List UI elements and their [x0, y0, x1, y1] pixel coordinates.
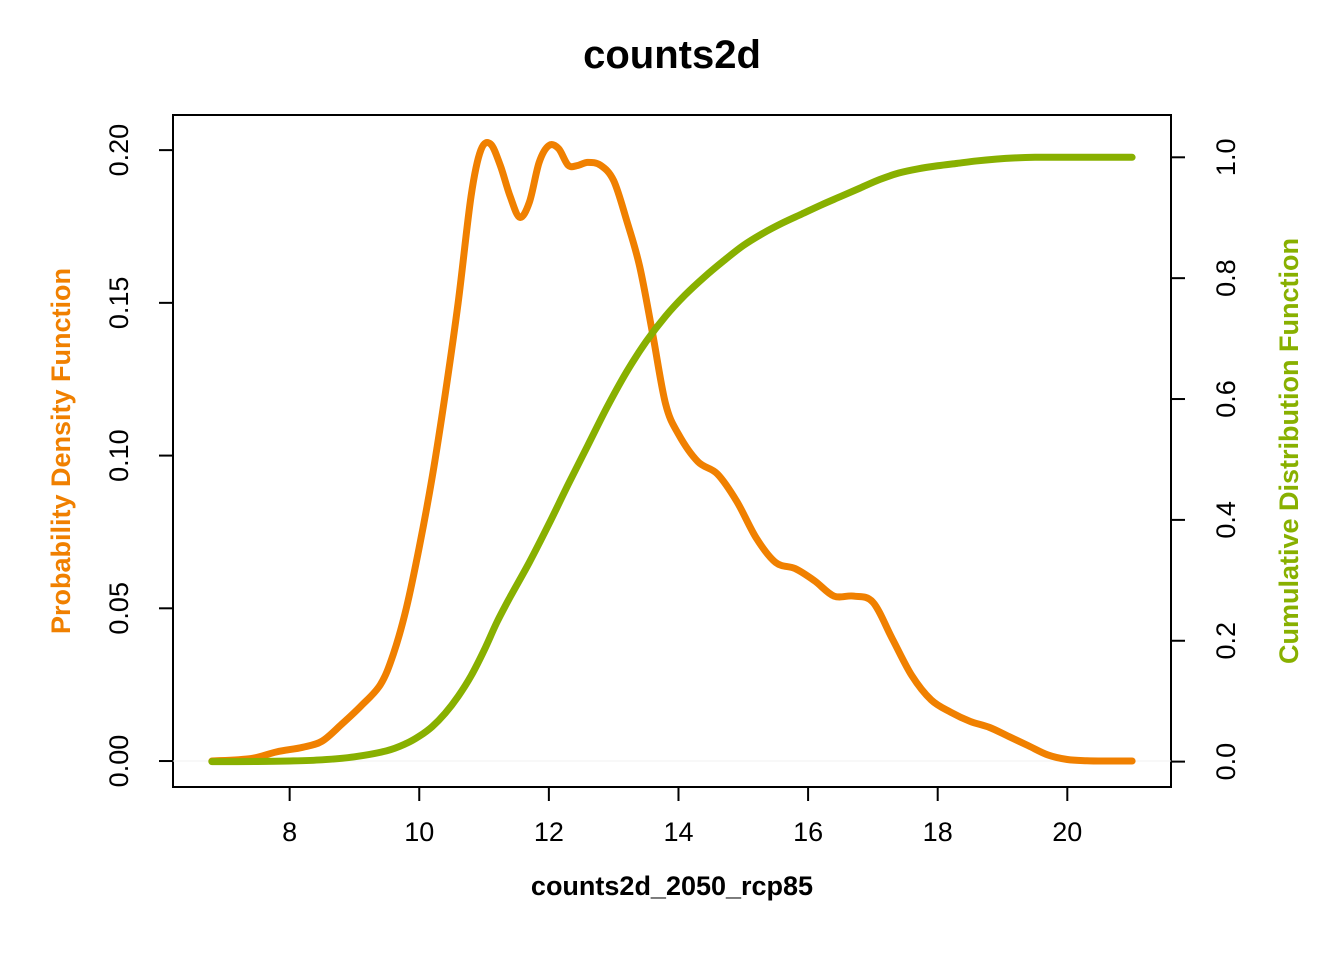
y-left-tick-label: 0.05	[104, 582, 134, 635]
y-right-tick-label: 0.0	[1211, 743, 1241, 781]
x-axis-label: counts2d_2050_rcp85	[531, 871, 813, 901]
y-axis-left-label: Probability Density Function	[46, 268, 76, 634]
plot-frame	[172, 114, 1172, 788]
y-axis-right: 0.0 0.2 0.4 0.6 0.8 1.0	[1170, 139, 1241, 781]
x-tick-label: 12	[534, 817, 564, 847]
pdf-series-line	[208, 139, 1136, 765]
x-axis: 8 10 12 14 16 18 20	[282, 786, 1082, 847]
x-tick-label: 14	[663, 817, 693, 847]
y-right-tick-label: 0.6	[1211, 380, 1241, 418]
x-tick-label: 20	[1052, 817, 1082, 847]
chart-title: counts2d	[583, 33, 761, 77]
y-left-tick-label: 0.10	[104, 429, 134, 482]
y-left-tick-label: 0.15	[104, 277, 134, 330]
x-tick-label: 16	[793, 817, 823, 847]
y-axis-right-label: Cumulative Distribution Function	[1274, 238, 1304, 664]
y-right-tick-label: 0.8	[1211, 259, 1241, 297]
y-axis-left: 0.00 0.05 0.10 0.15 0.20	[104, 124, 174, 788]
y-left-tick-label: 0.00	[104, 735, 134, 788]
y-right-tick-label: 1.0	[1211, 139, 1241, 177]
x-tick-label: 8	[282, 817, 297, 847]
y-right-tick-label: 0.2	[1211, 622, 1241, 660]
x-tick-label: 18	[923, 817, 953, 847]
y-right-tick-label: 0.4	[1211, 501, 1241, 539]
y-left-tick-label: 0.20	[104, 124, 134, 177]
x-tick-label: 10	[404, 817, 434, 847]
cdf-series-line	[208, 153, 1136, 766]
series-layer	[173, 139, 1171, 766]
